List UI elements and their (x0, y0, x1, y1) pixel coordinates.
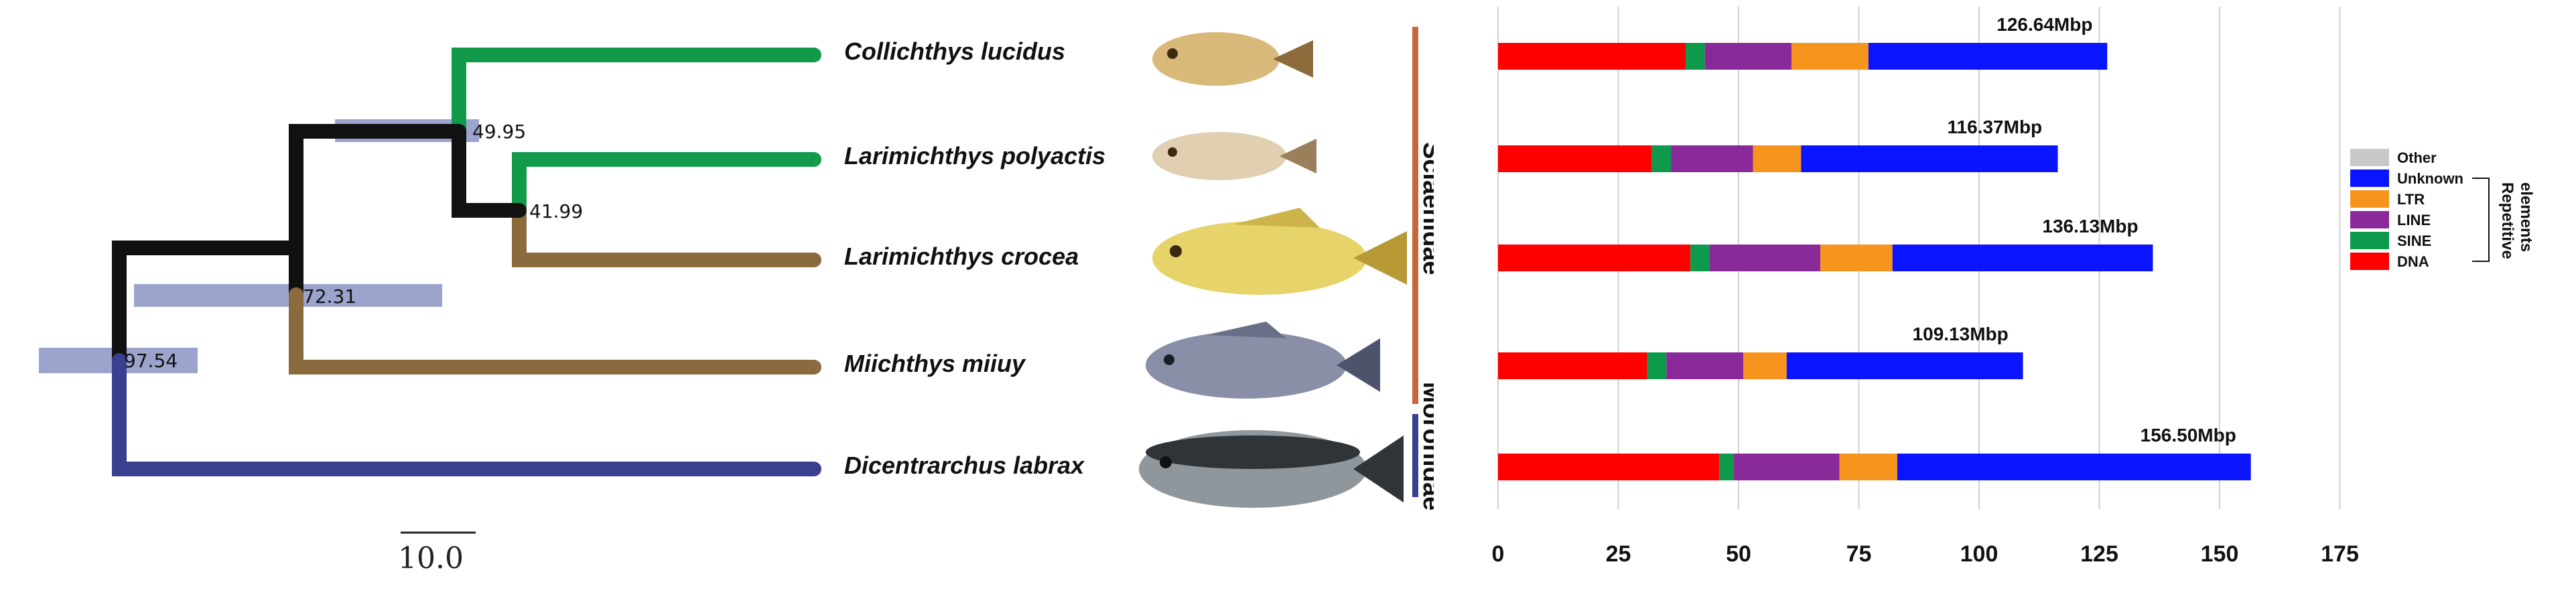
legend-swatch-sine (2350, 232, 2389, 249)
legend-label-ltr: LTR (2397, 191, 2425, 208)
bar-dna-4 (1498, 454, 1720, 480)
bar-sine-2 (1690, 245, 1710, 271)
species-name-crocea: Larimichthys crocea (844, 243, 1079, 270)
fish-image-labrax (1139, 430, 1404, 508)
total-label-4: 156.50Mbp (2141, 425, 2236, 446)
total-label-1: 116.37Mbp (1948, 117, 2043, 137)
bar-sine-0 (1686, 43, 1705, 70)
family-bar-moronidae (1412, 414, 1418, 497)
phylogenetic-tree: 49.95 41.99 72.31 97.54 Collichthys luci… (39, 27, 1434, 575)
total-label-2: 136.13Mbp (2042, 216, 2138, 236)
species-name-collichthys: Collichthys lucidus (844, 38, 1065, 65)
x-tick-label-4: 100 (1960, 541, 1998, 567)
species-name-polyactis: Larimichthys polyactis (844, 142, 1105, 169)
branch-labrax (112, 353, 821, 476)
legend-label-unknown: Unknown (2397, 170, 2463, 187)
x-tick-label-3: 75 (1846, 541, 1872, 567)
branch-node-49-95 (289, 124, 466, 302)
bar-unknown-1 (1801, 145, 2058, 172)
node-label-97.54: 97.54 (124, 350, 178, 372)
species-name-miiuy: Miichthys miiuy (844, 350, 1026, 377)
bar-line-2 (1709, 245, 1821, 271)
fish-image-miiuy (1146, 322, 1380, 399)
bar-line-4 (1733, 454, 1840, 480)
legend-group-title: Repetitiveelements (2498, 182, 2535, 259)
family-label-sciaenidae: Sciaenidae (1418, 142, 1434, 275)
bar-sine-3 (1647, 352, 1667, 379)
x-tick-label-1: 25 (1606, 541, 1631, 567)
bar-dna-3 (1498, 352, 1647, 379)
bar-line-3 (1666, 352, 1744, 379)
bar-ltr-0 (1791, 43, 1869, 70)
x-tick-label-6: 150 (2201, 541, 2239, 567)
bar-unknown-3 (1786, 352, 2023, 379)
legend-swatch-ltr (2350, 190, 2389, 208)
branch-miiuy (289, 287, 821, 375)
node-label-72.31: 72.31 (303, 285, 356, 308)
repeat-composition-chart: 126.64Mbp 116.37Mbp 136.13Mbp 109.13Mbp 156.… (1492, 7, 2535, 567)
branch-node-72-31 (112, 241, 303, 368)
legend-swatch-unknown (2350, 169, 2389, 187)
node-interval-72.31 (134, 284, 442, 307)
legend-label-dna: DNA (2397, 253, 2429, 270)
x-tick-label-7: 175 (2321, 541, 2359, 567)
bar-sine-1 (1651, 145, 1672, 172)
bar-dna-2 (1498, 245, 1691, 271)
legend-swatch-dna (2350, 253, 2389, 270)
branch-polyactis (512, 152, 821, 218)
legend-bracket (2472, 178, 2490, 262)
legend-label-sine: SINE (2397, 232, 2431, 249)
node-label-41.99: 41.99 (529, 200, 583, 222)
bar-line-1 (1671, 145, 1753, 172)
scale-bar-label: 10.0 (398, 541, 464, 575)
fish-image-collichthys (1152, 32, 1313, 86)
x-tick-label-5: 125 (2080, 541, 2118, 567)
bar-ltr-3 (1743, 352, 1787, 379)
bar-line-0 (1704, 43, 1791, 70)
legend-label-other: Other (2397, 149, 2437, 166)
bar-unknown-0 (1868, 43, 2108, 70)
node-label-49.95: 49.95 (472, 121, 526, 143)
total-label-0: 126.64Mbp (1996, 14, 2092, 35)
bar-dna-0 (1498, 43, 1686, 70)
branch-node-41-99 (452, 124, 527, 218)
legend-swatch-other (2350, 149, 2389, 166)
bar-unknown-2 (1892, 245, 2153, 271)
bar-ltr-4 (1839, 454, 1897, 480)
family-bar-sciaenidae (1412, 27, 1418, 404)
species-name-labrax: Dicentrarchus labrax (844, 452, 1085, 479)
branch-crocea (512, 203, 821, 267)
x-tick-label-2: 50 (1726, 541, 1751, 567)
fish-image-polyactis (1152, 132, 1316, 180)
bar-unknown-4 (1897, 454, 2251, 480)
legend-swatch-line (2350, 211, 2389, 228)
bar-ltr-2 (1820, 245, 1893, 271)
x-tick-label-0: 0 (1492, 541, 1505, 567)
family-label-moronidae: Moronidae (1418, 382, 1434, 511)
bar-sine-4 (1719, 454, 1734, 480)
fish-image-crocea (1152, 208, 1407, 295)
branch-collichthys (452, 48, 821, 139)
bar-dna-1 (1498, 145, 1652, 172)
total-label-3: 109.13Mbp (1913, 324, 2009, 344)
legend-label-line: LINE (2397, 212, 2431, 228)
bar-ltr-1 (1753, 145, 1802, 172)
